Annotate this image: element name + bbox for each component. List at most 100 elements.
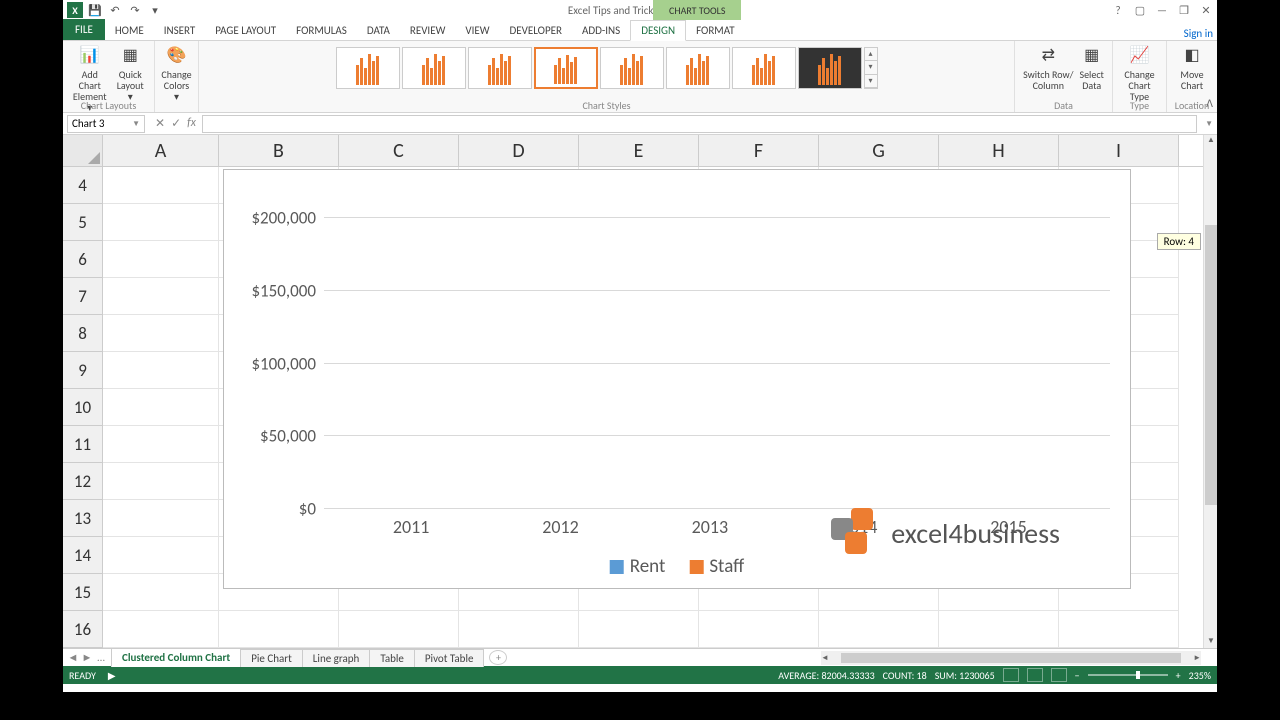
- switch-row-column-button[interactable]: ⇄ Switch Row/ Column: [1021, 43, 1075, 93]
- row-header[interactable]: 16: [63, 611, 103, 648]
- chart-style-8[interactable]: [798, 47, 862, 89]
- vertical-scroll-thumb[interactable]: [1205, 225, 1217, 505]
- watermark-text: excel4business: [891, 516, 1060, 551]
- chart-styles-more[interactable]: ▴▾▾: [864, 47, 878, 89]
- row-header[interactable]: 14: [63, 537, 103, 574]
- sheet-tab-pie[interactable]: Pie Chart: [240, 649, 303, 667]
- move-chart-button[interactable]: ◧ Move Chart: [1178, 43, 1205, 93]
- tab-insert[interactable]: INSERT: [154, 21, 206, 40]
- row-header[interactable]: 12: [63, 463, 103, 500]
- column-header[interactable]: G: [819, 135, 939, 166]
- qat-customize-icon[interactable]: ▾: [147, 2, 163, 18]
- tab-page-layout[interactable]: PAGE LAYOUT: [205, 21, 286, 40]
- column-header[interactable]: C: [339, 135, 459, 166]
- column-header[interactable]: D: [459, 135, 579, 166]
- legend-item-staff[interactable]: Staff: [689, 555, 744, 578]
- sheet-nav-prev-icon[interactable]: ◄: [67, 651, 79, 664]
- minimize-icon[interactable]: —: [1151, 1, 1173, 19]
- help-icon[interactable]: ?: [1107, 1, 1129, 19]
- fx-icon[interactable]: fx: [187, 116, 196, 131]
- zoom-slider[interactable]: [1088, 674, 1168, 676]
- row-header[interactable]: 13: [63, 500, 103, 537]
- column-header[interactable]: H: [939, 135, 1059, 166]
- ribbon-display-icon[interactable]: ▢: [1129, 1, 1151, 19]
- sheet-tab-pivot[interactable]: Pivot Table: [414, 649, 485, 667]
- zoom-out-icon[interactable]: −: [1075, 669, 1080, 682]
- tab-format[interactable]: FORMAT: [686, 21, 744, 40]
- tab-addins[interactable]: ADD-INS: [572, 21, 630, 40]
- change-chart-type-button[interactable]: 📈 Change Chart Type: [1119, 43, 1160, 104]
- name-box-dropdown-icon[interactable]: ▼: [132, 119, 140, 129]
- column-header[interactable]: E: [579, 135, 699, 166]
- restore-icon[interactable]: ❐: [1173, 1, 1195, 19]
- chart-style-7[interactable]: [732, 47, 796, 89]
- tab-file[interactable]: FILE: [63, 19, 105, 40]
- tab-data[interactable]: DATA: [357, 21, 400, 40]
- add-sheet-button[interactable]: +: [489, 650, 507, 665]
- tab-review[interactable]: REVIEW: [400, 21, 456, 40]
- horizontal-scroll-thumb[interactable]: [841, 653, 1181, 663]
- embedded-chart[interactable]: $0$50,000$100,000$150,000$200,0002011201…: [223, 169, 1131, 589]
- chart-style-1[interactable]: [336, 47, 400, 89]
- sheet-tab-active[interactable]: Clustered Column Chart: [111, 648, 241, 667]
- save-icon[interactable]: 💾: [87, 2, 103, 18]
- select-data-button[interactable]: ▦ Select Data: [1077, 43, 1105, 93]
- enter-formula-icon[interactable]: ✓: [171, 116, 181, 131]
- row-header[interactable]: 11: [63, 426, 103, 463]
- sheet-tab-table[interactable]: Table: [369, 649, 415, 667]
- view-normal-icon[interactable]: [1003, 668, 1019, 682]
- y-axis-label: $150,000: [251, 280, 316, 301]
- tab-view[interactable]: VIEW: [455, 21, 499, 40]
- row-header[interactable]: 9: [63, 352, 103, 389]
- collapse-ribbon-icon[interactable]: ᐱ: [1206, 97, 1213, 110]
- macro-record-icon[interactable]: ▶: [108, 669, 116, 682]
- hscroll-right-icon[interactable]: ►: [1193, 653, 1201, 663]
- chart-plot-area[interactable]: $0$50,000$100,000$150,000$200,0002011201…: [324, 188, 1110, 508]
- hscroll-left-icon[interactable]: ◄: [821, 653, 829, 663]
- row-header[interactable]: 4: [63, 167, 103, 204]
- row-header[interactable]: 15: [63, 574, 103, 611]
- view-page-break-icon[interactable]: [1051, 668, 1067, 682]
- row-header[interactable]: 7: [63, 278, 103, 315]
- chart-style-5[interactable]: [600, 47, 664, 89]
- column-header[interactable]: B: [219, 135, 339, 166]
- scroll-down-icon[interactable]: ▼: [1205, 636, 1217, 648]
- column-header[interactable]: F: [699, 135, 819, 166]
- undo-icon[interactable]: ↶: [107, 2, 123, 18]
- redo-icon[interactable]: ↷: [127, 2, 143, 18]
- name-box[interactable]: Chart 3 ▼: [67, 115, 145, 133]
- tab-design[interactable]: DESIGN: [630, 20, 686, 41]
- tab-developer[interactable]: DEVELOPER: [500, 21, 572, 40]
- watermark: excel4business: [831, 508, 1060, 558]
- sheet-nav-next-icon[interactable]: ►: [81, 651, 93, 664]
- sheet-nav-more-icon[interactable]: …: [95, 651, 107, 664]
- chart-legend[interactable]: Rent Staff: [610, 555, 745, 578]
- view-page-layout-icon[interactable]: [1027, 668, 1043, 682]
- tab-home[interactable]: HOME: [105, 21, 154, 40]
- row-header[interactable]: 10: [63, 389, 103, 426]
- sheet-tab-line[interactable]: Line graph: [302, 649, 371, 667]
- formula-bar-expand-icon[interactable]: ▼: [1201, 119, 1217, 129]
- zoom-in-icon[interactable]: +: [1176, 669, 1181, 682]
- row-header[interactable]: 5: [63, 204, 103, 241]
- tab-formulas[interactable]: FORMULAS: [286, 21, 357, 40]
- chart-style-3[interactable]: [468, 47, 532, 89]
- change-colors-button[interactable]: 🎨 Change Colors ▾: [159, 43, 193, 104]
- chart-style-6[interactable]: [666, 47, 730, 89]
- row-header[interactable]: 6: [63, 241, 103, 278]
- horizontal-scrollbar[interactable]: ◄ ►: [821, 651, 1201, 665]
- row-header[interactable]: 8: [63, 315, 103, 352]
- select-all-corner[interactable]: [63, 135, 103, 167]
- scroll-up-icon[interactable]: ▲: [1205, 135, 1217, 147]
- zoom-level[interactable]: 235%: [1189, 669, 1211, 682]
- chart-style-2[interactable]: [402, 47, 466, 89]
- chart-style-4-selected[interactable]: [534, 47, 598, 89]
- legend-item-rent[interactable]: Rent: [610, 555, 666, 578]
- cancel-formula-icon[interactable]: ✕: [155, 116, 165, 131]
- sign-in-link[interactable]: Sign in: [1184, 27, 1213, 40]
- column-header[interactable]: A: [103, 135, 219, 166]
- vertical-scrollbar[interactable]: ▲ ▼: [1203, 135, 1217, 648]
- formula-bar[interactable]: [202, 115, 1197, 133]
- column-header[interactable]: I: [1059, 135, 1179, 166]
- close-icon[interactable]: ✕: [1195, 1, 1217, 19]
